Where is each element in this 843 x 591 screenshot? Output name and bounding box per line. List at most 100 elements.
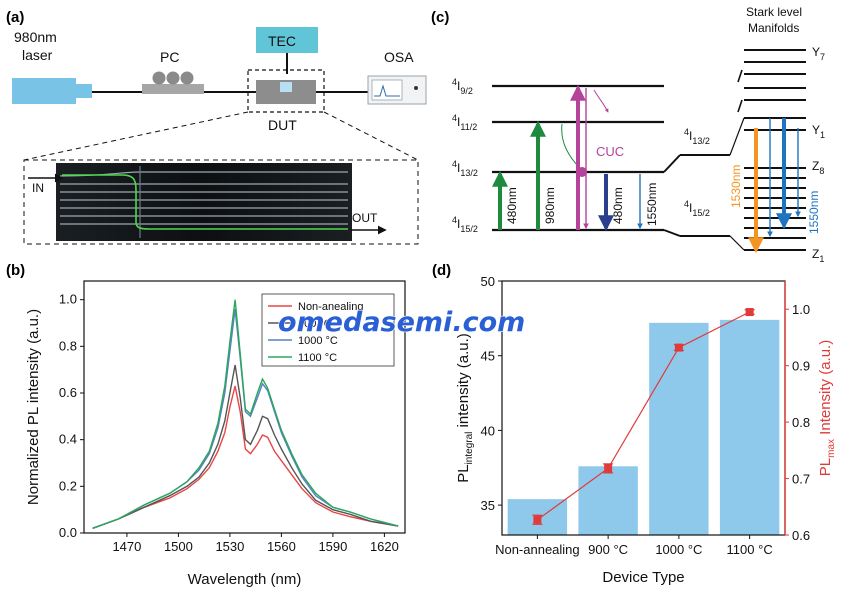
x-tick-label: 1470 [112, 539, 141, 554]
pc-paddle [152, 71, 166, 85]
panel-b-label: (b) [6, 262, 25, 279]
level-label: 4I13/2 [452, 159, 478, 178]
x-axis-title: Device Type [602, 569, 684, 586]
tec-box [256, 27, 318, 53]
connector [729, 117, 745, 156]
x-tick-label: Non-annealing [495, 542, 580, 557]
right-level-label: 4I13/2 [684, 127, 710, 146]
stark-title-line2: Manifolds [748, 21, 799, 35]
x-tick-label: 900 °C [588, 542, 628, 557]
y-tick-left-label: 35 [481, 498, 495, 513]
stark-label: Z1 [812, 247, 824, 264]
y-tick-left-label: 50 [481, 274, 495, 289]
pc-paddle [180, 71, 194, 85]
cuc-decay-arrow [593, 89, 609, 113]
in-label: IN [32, 181, 44, 195]
x-tick-label: 1620 [370, 539, 399, 554]
waveguide-chip [56, 163, 352, 241]
connector [729, 235, 745, 251]
laser-nozzle [76, 84, 92, 98]
transition-label: 1550nm [645, 183, 659, 226]
cuc-dot [577, 167, 587, 177]
y-axis-title: Normalized PL intensity (a.u.) [25, 309, 42, 505]
osa-trace [374, 84, 400, 97]
y-tick-right-label: 0.8 [792, 415, 810, 430]
series-line [92, 299, 399, 529]
x-tick-label: 1500 [164, 539, 193, 554]
pl-intensity-chart: 35 40 45 50 0.6 0.7 0.8 0.9 1.0 Non-annealing 900 … [455, 274, 837, 586]
plmax-line [537, 311, 750, 521]
y-tick-right-label: 0.6 [792, 528, 810, 543]
tec-label: TEC [268, 33, 296, 49]
level-label: 4I9/2 [452, 77, 473, 96]
osa-label: OSA [384, 49, 414, 65]
x-tick-label: 1000 °C [655, 542, 702, 557]
laser-label-line2: laser [22, 47, 53, 63]
cuc-label: CUC [596, 144, 624, 159]
out-label: OUT [352, 211, 378, 225]
bar [649, 322, 709, 535]
waveguide-traces [59, 166, 348, 238]
pc-label: PC [160, 49, 179, 65]
t1530-label: 1530nm [729, 165, 743, 208]
y-axis-left-title-rest: intensity (a.u.) [455, 333, 472, 431]
transition-label: 480nm [505, 187, 519, 224]
x-tick-label: 1100 °C [727, 542, 773, 557]
break-mark [737, 69, 743, 83]
inset-frame [23, 159, 419, 245]
y-axis-left-title-sub: integral [464, 432, 475, 465]
dut-box [247, 69, 325, 113]
legend-entry: 1100 °C [298, 352, 337, 364]
panel-a: (a) 980nm laser PC TEC DUT OSA [6, 9, 427, 245]
y-tick-right-label: 0.9 [792, 359, 810, 374]
level-label: 4I15/2 [452, 215, 478, 234]
y-tick-right-label: 0.7 [792, 472, 810, 487]
osa-knob [414, 86, 418, 90]
y-tick-right-label: 1.0 [792, 302, 810, 317]
y-tick-label: 0.8 [59, 338, 77, 353]
dut-label: DUT [268, 117, 297, 133]
zoom-line-right [323, 111, 419, 161]
connector [663, 154, 681, 173]
osa-screen [371, 79, 403, 101]
stark-label: Y1 [812, 123, 825, 140]
y-axis-right-title-rest: Intensity (a.u.) [817, 340, 834, 439]
y-tick-label: 0.6 [59, 385, 77, 400]
panel-b: (b) 1470 1500 1530 1560 1590 1620 0.0 0.2 0.4 0.6… [6, 262, 406, 588]
y-tick-label: 0.0 [59, 525, 77, 540]
plmax-point [674, 343, 683, 352]
right-level-label: 4I15/2 [684, 199, 710, 218]
watermark: omedasemi.com [278, 307, 525, 338]
plmax-point [745, 308, 754, 317]
y-axis-right-title-sub: max [826, 439, 837, 458]
y-tick-label: 0.4 [59, 432, 77, 447]
x-tick-label: 1560 [267, 539, 296, 554]
y-axis-right-title: PLmax Intensity (a.u.) [817, 340, 837, 476]
panel-c-label: (c) [431, 9, 449, 26]
transition-label: 480nm [611, 187, 625, 224]
bar [719, 319, 780, 535]
y-axis-right-title-main: PL [817, 458, 834, 476]
legend-entry: 1000 °C [298, 335, 338, 347]
y-tick-left-label: 40 [481, 423, 495, 438]
level-label: 4I11/2 [452, 113, 477, 132]
legend-entry: Non-anealing [298, 301, 363, 313]
stark-label: Z8 [812, 159, 824, 176]
waveguide-lit-path [62, 174, 348, 230]
x-axis-title: Wavelength (nm) [188, 571, 302, 588]
dut-chip [280, 82, 292, 92]
y-axis-left-title: PLintegral intensity (a.u.) [455, 333, 475, 483]
pc-paddle [166, 71, 180, 85]
laser-body [12, 78, 76, 104]
y-tick-left-label: 45 [481, 349, 495, 364]
series-line [92, 385, 399, 529]
y-axis-left-title-main: PL [455, 464, 472, 482]
bar [578, 466, 638, 535]
stark-levels [744, 49, 806, 251]
plmax-point [533, 515, 542, 524]
y-tick-label: 1.0 [59, 292, 77, 307]
panel-c: (c) 4I9/2 4I11/2 4I13/2 4I15/2 480nm 980… [431, 5, 825, 264]
zoom-line-left [23, 111, 249, 161]
stark-label: Y7 [812, 45, 825, 62]
